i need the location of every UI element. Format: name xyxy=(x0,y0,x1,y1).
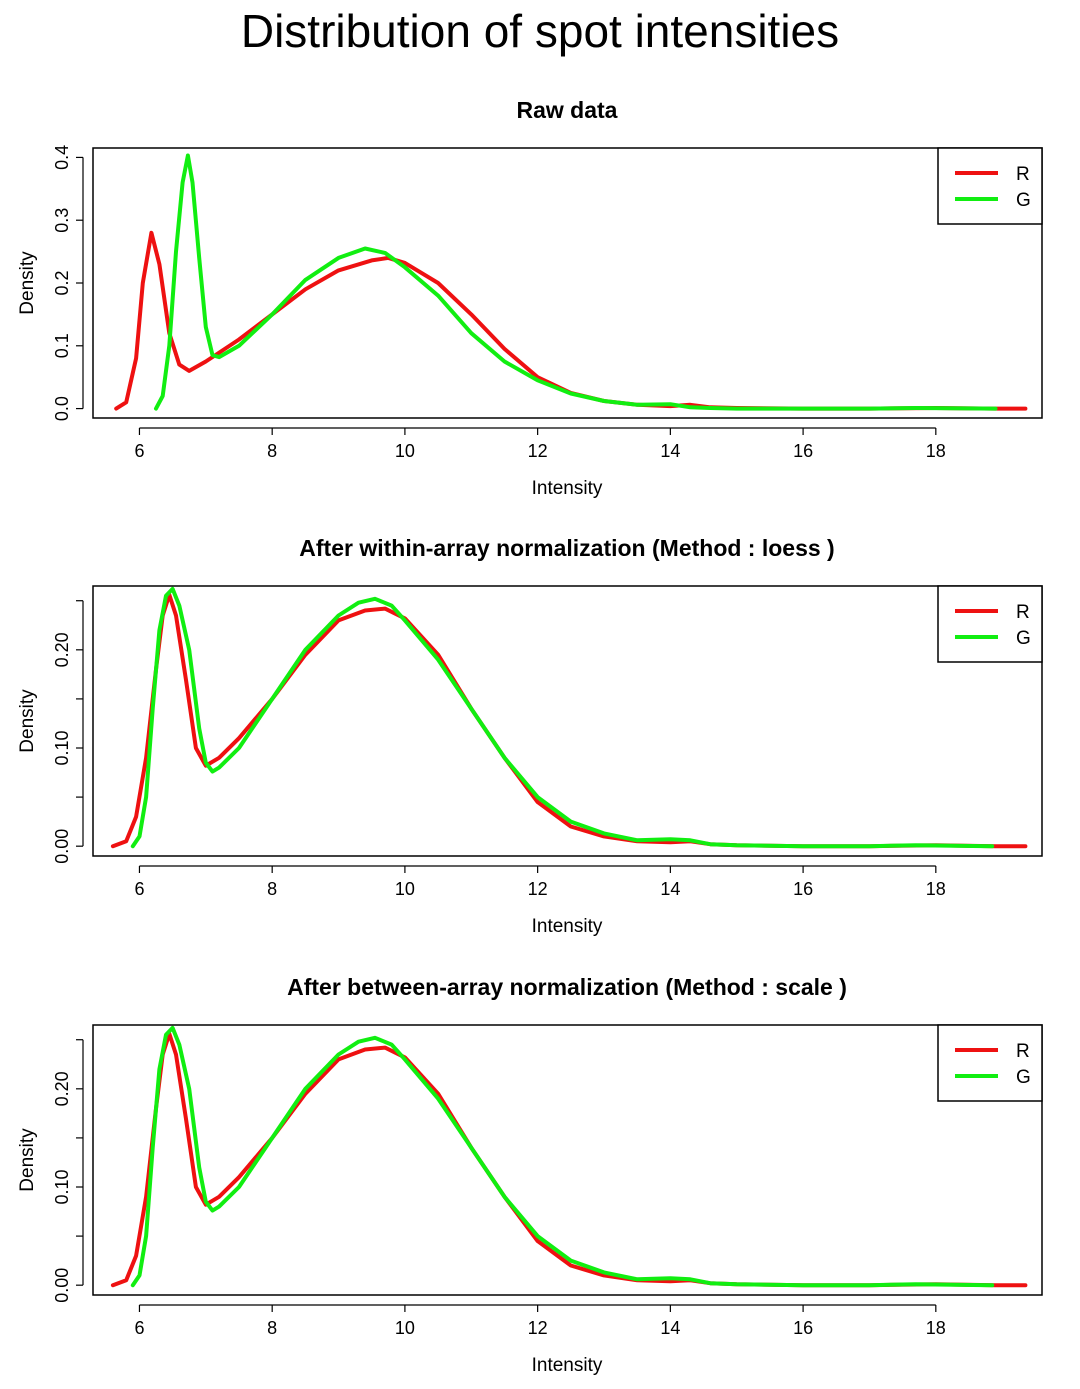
x-tick-label: 18 xyxy=(926,441,946,461)
y-tick-label: 0.4 xyxy=(52,145,72,170)
y-tick-label: 0.00 xyxy=(52,829,72,864)
legend-box xyxy=(937,585,1043,663)
chart-panel-between-array: After between-array normalization (Metho… xyxy=(17,974,1043,1376)
legend-box xyxy=(937,147,1043,225)
legend: RG xyxy=(937,585,1043,663)
x-tick-label: 8 xyxy=(267,441,277,461)
x-axis-label: Intensity xyxy=(532,916,603,937)
legend-label-R: R xyxy=(1016,602,1030,623)
x-tick-label: 12 xyxy=(528,879,548,899)
plot-frame xyxy=(92,1024,1043,1296)
x-tick-label: 14 xyxy=(660,441,680,461)
x-tick-label: 12 xyxy=(528,441,548,461)
y-tick-label: 0.10 xyxy=(52,730,72,765)
legend: RG xyxy=(937,1024,1043,1102)
x-axis-label: Intensity xyxy=(532,1355,603,1376)
x-tick-label: 10 xyxy=(395,879,415,899)
x-tick-label: 16 xyxy=(793,1318,813,1338)
x-tick-label: 16 xyxy=(793,441,813,461)
x-tick-label: 14 xyxy=(660,1318,680,1338)
plot-frame xyxy=(92,147,1043,419)
panel-title: After between-array normalization (Metho… xyxy=(287,974,847,1000)
legend-label-G: G xyxy=(1016,1067,1031,1088)
chart-panel-raw: Raw data 6 8 10 12 14 16 18 Intensity 0.0 0.1 0.2 0.… xyxy=(17,97,1043,499)
series-line-G xyxy=(130,586,995,849)
y-tick-label: 0.2 xyxy=(52,270,72,295)
y-tick-label: 0.0 xyxy=(52,396,72,421)
y-tick-label: 0.3 xyxy=(52,208,72,233)
panel-title: Raw data xyxy=(517,97,618,123)
y-axis-label: Density xyxy=(17,251,38,315)
series-line-R xyxy=(114,230,1028,411)
y-tick-label: 0.20 xyxy=(52,632,72,667)
legend-label-R: R xyxy=(1016,164,1030,185)
series-line-R xyxy=(110,592,1028,849)
panel-title: After within-array normalization (Method… xyxy=(299,535,834,561)
page-title: Distribution of spot intensities xyxy=(240,5,840,57)
y-axis-label: Density xyxy=(17,1128,38,1192)
y-tick-label: 0.10 xyxy=(52,1169,72,1204)
x-tick-label: 8 xyxy=(267,879,277,899)
y-tick-label: 0.1 xyxy=(52,333,72,358)
y-tick-label: 0.00 xyxy=(52,1268,72,1303)
series-line-G xyxy=(130,1025,995,1288)
x-tick-label: 16 xyxy=(793,879,813,899)
series-line-R xyxy=(110,1031,1028,1288)
legend-label-G: G xyxy=(1016,190,1031,211)
y-tick-label: 0.20 xyxy=(52,1071,72,1106)
x-tick-label: 14 xyxy=(660,879,680,899)
legend: RG xyxy=(937,147,1043,225)
x-tick-label: 6 xyxy=(134,1318,144,1338)
x-tick-label: 8 xyxy=(267,1318,277,1338)
legend-label-G: G xyxy=(1016,628,1031,649)
series-line-G xyxy=(154,153,998,411)
legend-box xyxy=(937,1024,1043,1102)
x-tick-label: 10 xyxy=(395,1318,415,1338)
x-tick-label: 18 xyxy=(926,1318,946,1338)
x-tick-label: 18 xyxy=(926,879,946,899)
plot-frame xyxy=(92,585,1043,857)
legend-label-R: R xyxy=(1016,1041,1030,1062)
chart-panel-within-array: After within-array normalization (Method… xyxy=(17,535,1043,937)
y-axis-label: Density xyxy=(17,689,38,753)
x-tick-label: 12 xyxy=(528,1318,548,1338)
x-tick-label: 6 xyxy=(134,879,144,899)
x-tick-label: 10 xyxy=(395,441,415,461)
x-tick-label: 6 xyxy=(134,441,144,461)
x-axis-label: Intensity xyxy=(532,478,603,499)
